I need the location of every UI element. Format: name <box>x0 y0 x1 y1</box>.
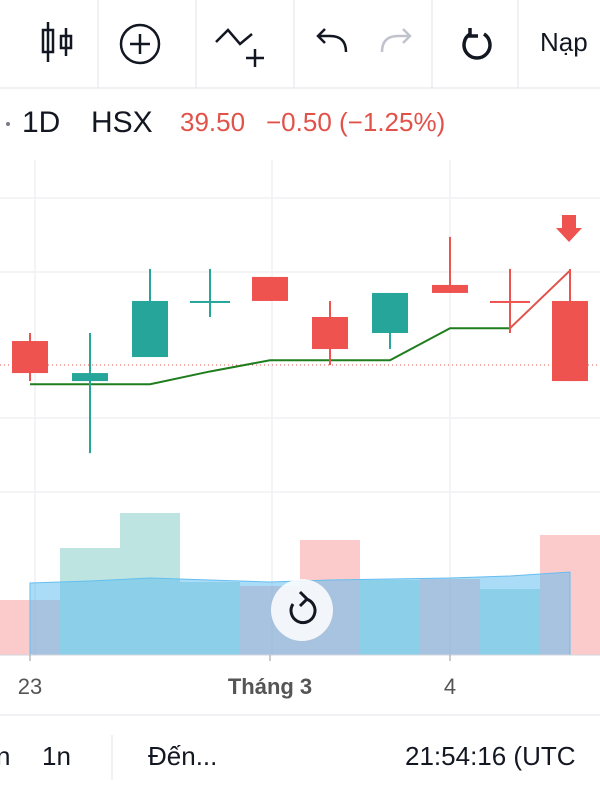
goto-button[interactable]: Đến... <box>148 741 217 771</box>
clock[interactable]: 21:54:16 (UTC <box>405 741 576 771</box>
load-button[interactable]: Nạp <box>540 27 588 57</box>
candle-body <box>72 373 108 382</box>
candle-body <box>312 316 348 350</box>
toolbar: Nạp <box>0 0 600 89</box>
signal-arrow <box>556 215 582 242</box>
candle-body <box>490 300 530 303</box>
candle-body <box>190 300 230 303</box>
undo-icon[interactable] <box>316 28 348 53</box>
redo-icon[interactable] <box>380 28 412 53</box>
reset-icon[interactable] <box>462 28 492 60</box>
range-button[interactable]: n <box>0 741 10 771</box>
candle-body <box>132 300 168 358</box>
x-tick-label: Tháng 3 <box>228 674 312 699</box>
candle-body <box>12 341 48 374</box>
price-change: −0.50 (−1.25%) <box>266 107 445 137</box>
symbol-header: 1D HSX 39.50 −0.50 (−1.25%) <box>6 106 445 139</box>
candle-body <box>552 300 588 382</box>
price: 39.50 <box>180 107 245 137</box>
exchange: HSX <box>91 106 153 139</box>
chart-type-icon[interactable] <box>41 22 73 62</box>
price-pane <box>12 236 588 454</box>
interval[interactable]: 1D <box>22 106 60 139</box>
footer-bar: n 1n Đến... 21:54:16 (UTC <box>0 714 600 780</box>
candle-body <box>432 284 468 293</box>
add-icon[interactable] <box>119 23 161 65</box>
indicator-line <box>509 269 571 329</box>
indicator-icon[interactable] <box>215 28 264 67</box>
x-axis: 23 Tháng 3 4 <box>18 655 456 699</box>
range-button[interactable]: 1n <box>42 741 71 771</box>
x-tick-label: 23 <box>18 674 42 699</box>
x-tick-label: 4 <box>444 674 456 699</box>
dot <box>6 122 10 126</box>
candle-body <box>372 292 408 334</box>
scroll-reset-button[interactable] <box>271 579 333 641</box>
grid <box>0 160 600 655</box>
indicator-line <box>30 327 510 386</box>
candle-body <box>252 276 288 301</box>
